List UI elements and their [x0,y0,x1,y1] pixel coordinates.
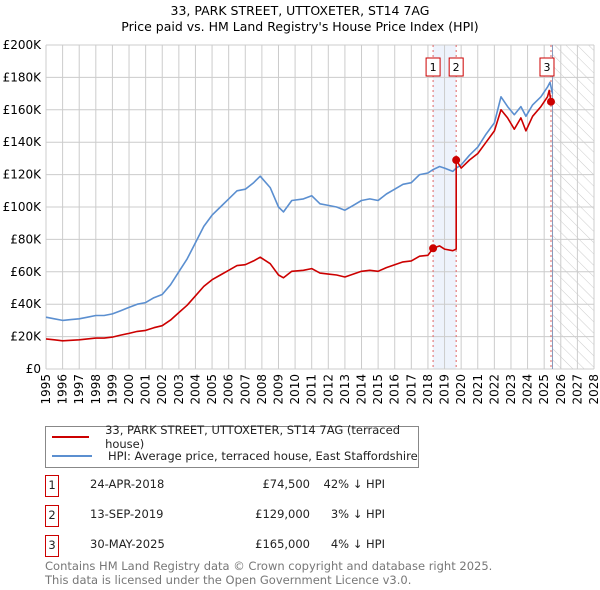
sale-date: 13-SEP-2019 [90,507,164,521]
x-tick-label: 2019 [438,374,452,405]
sale-point [429,244,438,253]
chart-legend: 33, PARK STREET, UTTOXETER, ST14 7AG (te… [45,423,419,468]
x-tick-label: 2006 [222,374,236,405]
sale-hpi-diff: 4% ↓ HPI [330,537,385,551]
sale-number: 1 [45,475,59,497]
x-tick-label: 2017 [404,374,418,405]
x-tick-label: 2001 [139,374,153,405]
y-tick-label: £180K [3,70,43,84]
chart-subtitle: Price paid vs. HM Land Registry's House … [121,19,478,34]
x-tick-label: 2026 [554,374,568,405]
sale-price: £129,000 [255,507,310,521]
y-tick-label: £60K [10,265,42,279]
sale-row: 2 13-SEP-2019 £129,000 3% ↓ HPI [45,505,385,527]
y-tick-label: £140K [3,135,43,149]
x-tick-label: 2025 [537,374,551,405]
x-tick-label: 2023 [504,374,518,405]
sale-point [546,97,555,106]
series-line [45,81,554,322]
attribution-footer: Contains HM Land Registry data © Crown c… [45,559,492,587]
x-tick-label: 2009 [271,374,285,405]
y-tick-label: £0 [26,362,41,376]
sale-row: 3 30-MAY-2025 £165,000 4% ↓ HPI [45,535,385,557]
x-tick-label: 2012 [321,374,335,405]
x-tick-label: 2018 [421,374,435,405]
x-tick-label: 2007 [238,374,252,405]
x-tick-label: 2020 [454,374,468,405]
x-tick-label: 2016 [388,374,402,405]
x-tick-label: 2027 [570,374,584,405]
x-tick-label: 2005 [205,374,219,405]
y-tick-label: £160K [3,103,43,117]
legend-swatch-red [52,436,90,438]
sale-label-box [539,57,555,77]
x-tick-label: 2003 [172,374,186,405]
legend-label: HPI: Average price, terraced house, East… [108,449,418,463]
x-tick-label: 1995 [39,374,53,405]
legend-swatch-blue [52,455,92,457]
x-tick-label: 2013 [338,374,352,405]
price-chart: 33, PARK STREET, UTTOXETER, ST14 7AG Pri… [3,3,600,405]
x-tick-label: 1998 [89,374,103,405]
sale-point [452,156,461,165]
sale-date: 24-APR-2018 [90,477,165,491]
chart-title: 33, PARK STREET, UTTOXETER, ST14 7AG [171,3,430,18]
x-tick-label: 2011 [305,374,319,405]
x-tick-label: 2002 [155,374,169,405]
sale-hpi-diff: 42% ↓ HPI [323,477,385,491]
sale-date: 30-MAY-2025 [90,537,165,551]
sale-number: 2 [45,505,59,527]
x-tick-label: 2022 [487,374,501,405]
x-tick-label: 1996 [56,374,70,405]
sale-hpi-diff: 3% ↓ HPI [330,507,385,521]
y-tick-label: £40K [10,297,42,311]
x-tick-label: 2008 [255,374,269,405]
y-tick-label: £20K [10,330,42,344]
sale-label: 1 [430,61,437,74]
x-tick-label: 2015 [371,374,385,405]
x-tick-label: 2024 [521,374,535,405]
x-tick-label: 2021 [471,374,485,405]
x-tick-label: 2014 [355,374,369,405]
footer-line: This data is licensed under the Open Gov… [45,573,412,587]
sale-number: 3 [45,535,59,557]
sale-row: 1 24-APR-2018 £74,500 42% ↓ HPI [45,475,385,497]
x-tick-label: 1999 [105,374,119,405]
y-tick-label: £100K [3,200,43,214]
sale-label: 3 [543,61,550,74]
legend-label: 33, PARK STREET, UTTOXETER, ST14 7AG (te… [105,423,400,451]
x-tick-label: 1997 [72,374,86,405]
x-tick-label: 2028 [587,374,600,405]
x-tick-label: 2004 [188,374,202,405]
x-tick-label: 2010 [288,374,302,405]
legend-item-property: 33, PARK STREET, UTTOXETER, ST14 7AG (te… [46,423,418,451]
sale-label: 2 [453,61,460,74]
sale-price: £165,000 [255,537,310,551]
y-tick-label: £80K [10,232,42,246]
sale-label-box [448,57,464,77]
x-tick-label: 2000 [122,374,136,405]
y-tick-label: £200K [3,38,43,52]
legend-item-hpi: HPI: Average price, terraced house, East… [46,447,418,465]
series-line [45,89,552,342]
footer-line: Contains HM Land Registry data © Crown c… [45,559,493,573]
sale-price: £74,500 [262,477,310,491]
y-tick-label: £120K [3,168,43,182]
sale-label-box [425,57,441,77]
